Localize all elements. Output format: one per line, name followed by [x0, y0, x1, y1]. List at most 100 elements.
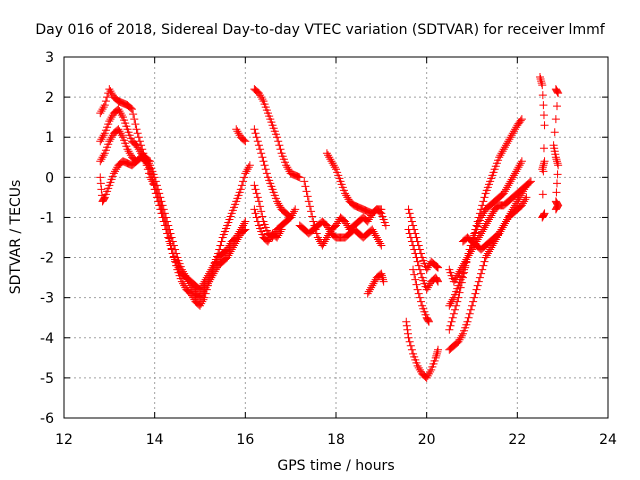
data-point: [414, 261, 423, 270]
data-point: [508, 173, 517, 182]
data-point: [502, 141, 510, 150]
data-point: [426, 367, 435, 376]
data-point: [471, 289, 480, 298]
data-point: [521, 195, 530, 204]
data-point: [98, 133, 107, 142]
data-point: [526, 177, 535, 186]
data-point: [262, 169, 271, 178]
data-point: [252, 87, 261, 96]
data-point: [256, 145, 265, 154]
y-tick-label: -2: [40, 251, 54, 267]
data-point: [117, 131, 126, 140]
data-point: [481, 253, 490, 262]
data-point: [539, 159, 548, 168]
data-point: [537, 79, 546, 88]
data-point: [452, 301, 461, 310]
data-point: [103, 93, 112, 102]
data-point: [286, 213, 295, 222]
data-point: [423, 315, 432, 324]
data-point: [208, 263, 217, 272]
data-point: [434, 345, 442, 354]
data-point: [97, 155, 106, 164]
data-point: [106, 115, 115, 124]
data-point: [377, 271, 386, 280]
data-point: [465, 245, 474, 254]
data-point: [275, 229, 284, 238]
series-arc-16: [409, 265, 433, 326]
data-point: [154, 197, 163, 206]
data-point: [202, 273, 211, 282]
data-point: [309, 217, 318, 226]
data-point: [132, 141, 141, 150]
data-point: [273, 133, 282, 142]
data-point: [175, 265, 184, 274]
data-point: [514, 195, 523, 204]
data-point: [302, 187, 311, 196]
data-point: [512, 167, 521, 176]
data-point: [341, 189, 350, 198]
data-point: [462, 258, 471, 267]
data-point: [499, 221, 508, 230]
data-point: [253, 137, 262, 146]
data-point: [539, 101, 548, 110]
data-point: [505, 135, 514, 144]
data-point: [517, 115, 526, 124]
data-point: [457, 278, 466, 287]
data-point: [109, 169, 118, 178]
data-point: [197, 283, 206, 292]
data-point: [479, 261, 488, 270]
data-point: [512, 123, 521, 132]
series-arc-3: [96, 125, 250, 294]
data-point: [483, 217, 492, 226]
data-point: [275, 201, 284, 210]
data-point: [500, 219, 509, 228]
data-point: [423, 263, 432, 272]
data-point: [377, 205, 386, 214]
data-point: [370, 207, 379, 216]
data-point: [211, 257, 220, 266]
data-point: [432, 262, 441, 271]
data-point: [455, 335, 464, 344]
data-point: [514, 163, 523, 172]
data-point: [327, 157, 336, 166]
data-point: [502, 217, 510, 226]
data-point: [552, 204, 561, 213]
data-point: [252, 213, 261, 222]
series-arc-4: [96, 153, 155, 206]
data-point: [253, 217, 262, 226]
series-arc-1: [96, 85, 254, 310]
data-point: [364, 287, 373, 296]
data-point: [434, 263, 442, 272]
data-point: [499, 145, 508, 154]
data-point: [325, 153, 334, 162]
series-arc-13: [402, 317, 442, 382]
data-point: [101, 97, 110, 106]
data-point: [409, 221, 418, 230]
data-point: [431, 353, 440, 362]
data-point: [410, 270, 419, 279]
data-point: [149, 180, 158, 189]
data-point: [116, 109, 125, 118]
data-point: [460, 268, 469, 277]
data-point: [554, 161, 563, 170]
data-point: [276, 227, 285, 236]
data-point: [342, 191, 351, 200]
data-point: [404, 225, 413, 234]
data-point: [486, 245, 495, 254]
data-point: [522, 181, 531, 190]
data-point: [415, 265, 424, 274]
data-point: [463, 253, 472, 262]
data-point: [406, 213, 415, 222]
data-point: [406, 341, 415, 350]
data-point: [252, 189, 261, 198]
data-point: [495, 153, 504, 162]
data-point: [239, 221, 248, 230]
data-point: [210, 259, 219, 268]
data-point: [509, 127, 518, 136]
data-point: [417, 269, 425, 278]
data-point: [209, 261, 218, 270]
data-point: [96, 157, 105, 166]
data-point: [107, 133, 116, 142]
